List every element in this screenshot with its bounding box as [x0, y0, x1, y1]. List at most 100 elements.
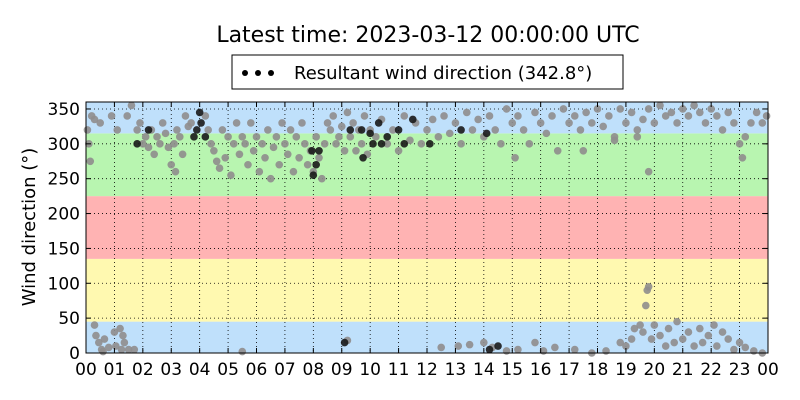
x-tick-label: 18 [587, 360, 609, 380]
data-point [315, 147, 323, 155]
data-point [164, 143, 173, 152]
x-tick-label: 08 [303, 360, 325, 380]
data-point [622, 342, 630, 350]
data-point [664, 324, 673, 333]
data-point [542, 129, 551, 138]
data-point [309, 171, 318, 180]
data-point [428, 115, 437, 124]
data-point [232, 119, 241, 127]
x-tick-label: 01 [104, 360, 126, 380]
data-point [360, 112, 369, 120]
data-point [224, 133, 232, 141]
data-point [531, 338, 539, 347]
data-point [123, 112, 132, 120]
y-tick-label: 0 [69, 344, 80, 364]
data-point [647, 335, 656, 343]
data-point [104, 343, 113, 352]
data-point [704, 331, 713, 340]
data-point [531, 108, 539, 117]
data-point [602, 347, 610, 355]
x-tick-label: 07 [274, 360, 296, 380]
data-point [133, 140, 141, 148]
legend-label: Resultant wind direction (342.8°) [294, 63, 592, 84]
y-tick-label: 200 [48, 205, 80, 225]
data-point [158, 119, 167, 127]
data-point [153, 133, 161, 141]
y-tick-label: 150 [48, 239, 80, 259]
data-point [599, 122, 607, 131]
data-point [389, 126, 397, 134]
data-point [346, 133, 355, 141]
data-point [249, 147, 258, 155]
data-point [514, 345, 522, 354]
data-point [312, 133, 320, 141]
data-point [519, 126, 528, 134]
data-point [110, 328, 119, 336]
data-point [548, 112, 556, 120]
data-point [366, 129, 374, 138]
data-point [383, 133, 392, 141]
data-point [551, 343, 559, 352]
data-point [576, 126, 585, 134]
data-point [502, 347, 511, 355]
data-point [247, 119, 255, 127]
data-point [329, 112, 338, 120]
data-point [326, 126, 335, 134]
data-point [229, 140, 238, 148]
data-point [494, 342, 502, 350]
direction-band-2 [86, 196, 768, 259]
data-point [636, 321, 644, 329]
data-point [343, 108, 352, 117]
data-point [741, 343, 750, 352]
data-point [94, 338, 103, 347]
data-point [457, 126, 465, 134]
data-point [417, 140, 426, 148]
data-point [684, 328, 693, 336]
data-point [92, 331, 100, 340]
data-point [553, 147, 562, 155]
data-point [650, 119, 659, 127]
data-point [113, 126, 122, 134]
data-point [83, 126, 92, 134]
x-tick-label: 03 [160, 360, 182, 380]
chart-title: Latest time: 2023-03-12 00:00:00 UTC [216, 23, 639, 48]
x-tick-label: 20 [644, 360, 666, 380]
data-point [272, 133, 281, 141]
data-point [565, 119, 573, 127]
data-point [210, 147, 218, 155]
data-point [337, 122, 346, 131]
data-point [352, 147, 360, 155]
y-tick-label: 250 [48, 170, 80, 190]
data-point [346, 126, 355, 134]
data-point [144, 126, 153, 134]
data-point [633, 133, 642, 141]
x-tick-label: 12 [416, 360, 438, 380]
data-point [440, 112, 448, 120]
data-point [187, 119, 195, 127]
data-point [701, 119, 710, 127]
data-point [457, 140, 465, 148]
data-point [193, 126, 201, 134]
data-point [627, 335, 636, 343]
data-point [678, 105, 687, 113]
data-point [377, 140, 386, 148]
x-tick-label: 23 [729, 360, 751, 380]
data-point [301, 140, 309, 148]
y-tick-label: 350 [48, 100, 80, 120]
data-point [400, 140, 409, 148]
y-axis-label: Wind direction (°) [19, 148, 40, 307]
data-point [642, 301, 650, 310]
data-point [100, 335, 109, 343]
data-point [283, 150, 292, 159]
data-point [266, 174, 275, 183]
data-point [491, 126, 500, 134]
data-point [238, 347, 247, 356]
data-point [119, 331, 127, 340]
data-point [696, 108, 704, 117]
data-point [644, 105, 653, 113]
data-point [690, 101, 698, 110]
data-point [161, 129, 170, 138]
data-point [207, 140, 215, 148]
data-point [762, 112, 771, 120]
legend-marker [268, 70, 274, 76]
